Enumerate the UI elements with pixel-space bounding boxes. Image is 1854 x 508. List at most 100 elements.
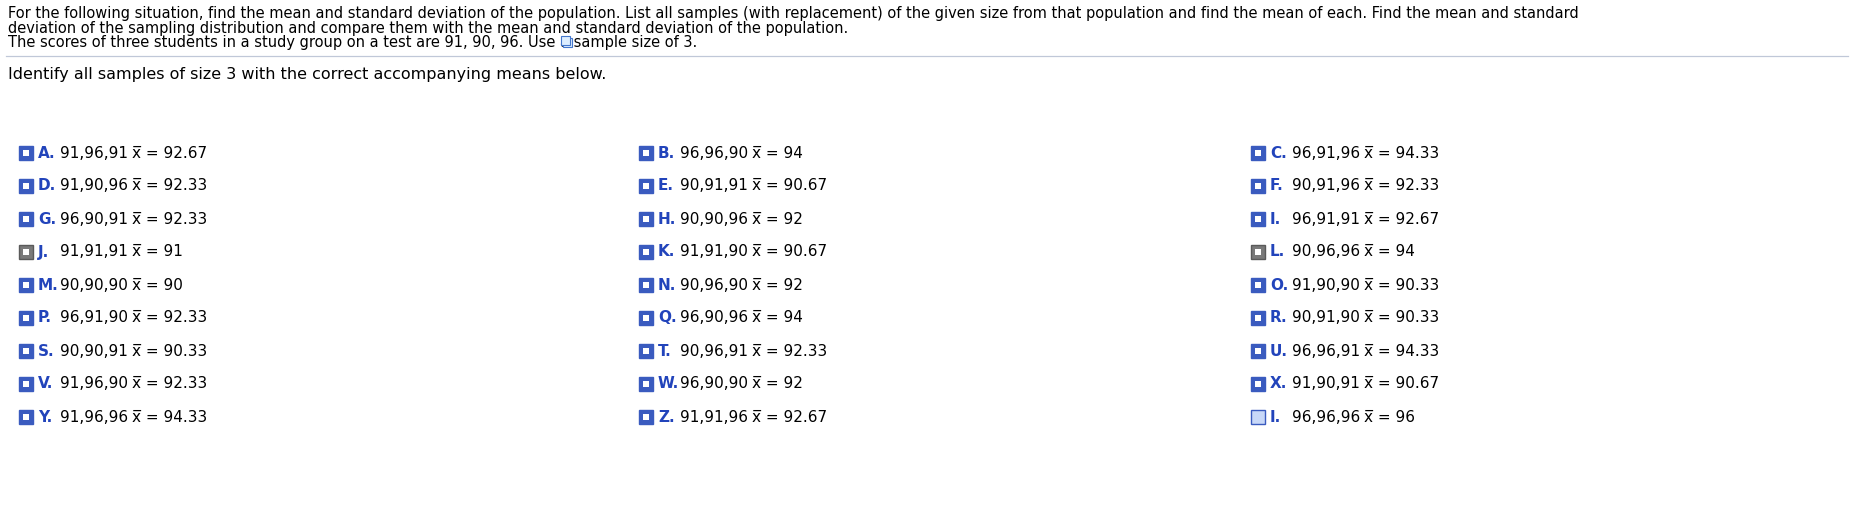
Text: S.: S. <box>37 343 54 359</box>
Text: 91,90,96: 91,90,96 <box>59 178 133 194</box>
Text: x̅ = 92.33: x̅ = 92.33 <box>1365 178 1439 194</box>
Bar <box>1255 150 1261 156</box>
Text: F.: F. <box>1270 178 1283 194</box>
Text: 90,90,96: 90,90,96 <box>680 211 753 227</box>
Text: Y.: Y. <box>37 409 52 425</box>
Bar <box>19 344 33 358</box>
Bar <box>19 410 33 424</box>
Text: x̅ = 96: x̅ = 96 <box>1365 409 1415 425</box>
Text: The scores of three students in a study group on a test are 91, 90, 96. Use a sa: The scores of three students in a study … <box>7 35 697 50</box>
Text: N.: N. <box>658 277 677 293</box>
Bar <box>22 183 30 189</box>
Text: Identify all samples of size 3 with the correct accompanying means below.: Identify all samples of size 3 with the … <box>7 68 606 82</box>
Text: 90,96,90: 90,96,90 <box>680 277 753 293</box>
Text: x̅ = 90.67: x̅ = 90.67 <box>1365 376 1439 392</box>
Bar <box>1251 179 1264 193</box>
Bar <box>1255 381 1261 387</box>
Text: 91,91,91: 91,91,91 <box>59 244 128 260</box>
Bar <box>22 282 30 288</box>
Text: x̅ = 92: x̅ = 92 <box>753 277 803 293</box>
Text: 90,96,91: 90,96,91 <box>680 343 753 359</box>
Text: x̅ = 90.33: x̅ = 90.33 <box>132 343 208 359</box>
Bar <box>1255 315 1261 321</box>
Text: For the following situation, find the mean and standard deviation of the populat: For the following situation, find the me… <box>7 6 1580 21</box>
Text: E.: E. <box>658 178 675 194</box>
Text: 96,96,90: 96,96,90 <box>680 145 753 161</box>
Bar <box>22 414 30 420</box>
Bar <box>19 179 33 193</box>
Bar <box>643 348 649 354</box>
Bar <box>640 179 653 193</box>
Bar <box>643 183 649 189</box>
Text: x̅ = 90.67: x̅ = 90.67 <box>753 244 827 260</box>
Bar <box>1255 216 1261 222</box>
Bar <box>640 212 653 226</box>
Text: B.: B. <box>658 145 675 161</box>
Text: x̅ = 94: x̅ = 94 <box>753 145 803 161</box>
Bar <box>1251 311 1264 325</box>
Bar <box>643 150 649 156</box>
Text: I.: I. <box>1270 211 1281 227</box>
Bar <box>22 381 30 387</box>
Bar <box>19 311 33 325</box>
Text: 90,91,96: 90,91,96 <box>1292 178 1365 194</box>
Bar <box>22 216 30 222</box>
Text: x̅ = 90.33: x̅ = 90.33 <box>1365 277 1439 293</box>
Bar <box>1251 146 1264 160</box>
Text: D.: D. <box>37 178 56 194</box>
Text: 96,90,90: 96,90,90 <box>680 376 753 392</box>
Text: 91,96,91: 91,96,91 <box>59 145 133 161</box>
Text: Z.: Z. <box>658 409 675 425</box>
Bar <box>640 278 653 292</box>
Text: x̅ = 92.67: x̅ = 92.67 <box>132 145 208 161</box>
Text: x̅ = 92.33: x̅ = 92.33 <box>132 178 208 194</box>
Text: J.: J. <box>37 244 50 260</box>
Text: V.: V. <box>37 376 54 392</box>
Bar <box>640 377 653 391</box>
Bar <box>1251 377 1264 391</box>
Text: P.: P. <box>37 310 52 326</box>
Text: deviation of the sampling distribution and compare them with the mean and standa: deviation of the sampling distribution a… <box>7 20 849 36</box>
Text: x̅ = 94.33: x̅ = 94.33 <box>132 409 208 425</box>
Text: x̅ = 92.33: x̅ = 92.33 <box>132 310 208 326</box>
Bar <box>1255 183 1261 189</box>
Bar <box>22 348 30 354</box>
Text: 90,90,91: 90,90,91 <box>59 343 133 359</box>
Bar <box>22 315 30 321</box>
Bar <box>643 249 649 255</box>
Text: O.: O. <box>1270 277 1289 293</box>
Bar <box>1255 249 1261 255</box>
Bar <box>640 410 653 424</box>
Text: x̅ = 91: x̅ = 91 <box>132 244 184 260</box>
Text: I.: I. <box>1270 409 1281 425</box>
Text: M.: M. <box>37 277 59 293</box>
Bar <box>1255 282 1261 288</box>
Text: 90,91,90: 90,91,90 <box>1292 310 1365 326</box>
Text: L.: L. <box>1270 244 1285 260</box>
Bar <box>640 146 653 160</box>
Bar <box>19 245 33 259</box>
Bar <box>640 344 653 358</box>
Text: R.: R. <box>1270 310 1289 326</box>
Text: 91,96,90: 91,96,90 <box>59 376 133 392</box>
Text: W.: W. <box>658 376 679 392</box>
Bar <box>643 315 649 321</box>
Text: 96,96,96: 96,96,96 <box>1292 409 1365 425</box>
Bar <box>1251 344 1264 358</box>
Text: 91,90,90: 91,90,90 <box>1292 277 1365 293</box>
Bar <box>19 278 33 292</box>
Text: x̅ = 90.33: x̅ = 90.33 <box>1365 310 1439 326</box>
Text: 91,91,96: 91,91,96 <box>680 409 753 425</box>
Bar <box>1251 245 1264 259</box>
Text: x̅ = 90.67: x̅ = 90.67 <box>753 178 827 194</box>
Text: x̅ = 92: x̅ = 92 <box>753 376 803 392</box>
Text: 96,90,96: 96,90,96 <box>680 310 753 326</box>
Text: 96,91,96: 96,91,96 <box>1292 145 1365 161</box>
Bar <box>562 36 569 45</box>
Text: 90,90,90: 90,90,90 <box>59 277 133 293</box>
Text: C.: C. <box>1270 145 1287 161</box>
Text: 90,96,96: 90,96,96 <box>1292 244 1361 260</box>
Text: x̅ = 90: x̅ = 90 <box>132 277 184 293</box>
Bar <box>643 216 649 222</box>
Text: x̅ = 92.33: x̅ = 92.33 <box>132 211 208 227</box>
